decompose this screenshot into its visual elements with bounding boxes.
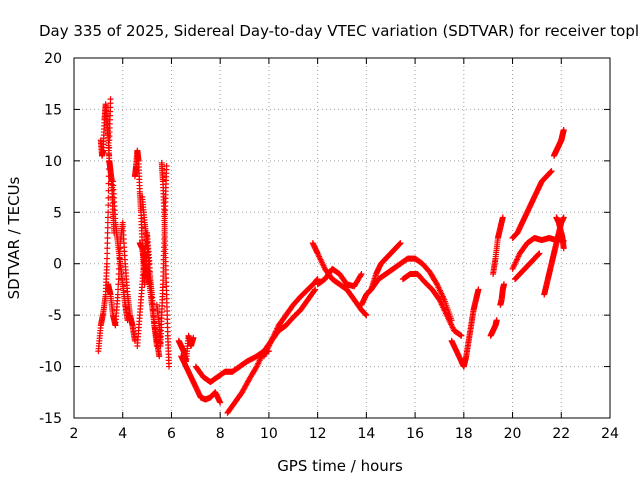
data-point [166,363,173,370]
series-track-r-14h [358,240,404,308]
data-point [156,353,163,360]
data-point [311,287,318,294]
data-point [104,250,111,257]
x-tick-label: 8 [216,426,225,442]
data-point [560,214,567,221]
data-point [107,96,114,103]
data-point [314,276,321,283]
data-point [104,219,111,226]
y-tick-label: -10 [39,360,62,376]
y-tick-label: 5 [53,205,62,221]
series-track-k-6.3h [175,332,197,365]
data-point [560,127,567,133]
x-tick-label: 18 [455,426,473,442]
chart-title: Day 335 of 2025, Sidereal Day-to-day VTE… [39,22,639,40]
data-points [95,96,567,416]
series-track-y-20.5h [509,168,555,241]
x-tick-label: 6 [167,426,176,442]
series-track-p-12h [309,240,370,319]
x-tick-label: 16 [406,426,424,442]
data-point [115,286,122,293]
series-track-x-19.6h [497,281,508,308]
data-point [104,224,111,231]
series-track-o-9.8h [261,276,321,360]
series-track-w-19.4h [490,214,506,277]
series-track-ac-21.8h [550,127,567,159]
data-point [501,281,508,288]
data-point [115,276,122,283]
data-point [104,235,111,241]
x-tick-label: 22 [552,426,570,442]
x-tick-label: 20 [504,426,522,442]
series-track-j-5.7h [158,159,173,370]
series-track-l-6.5h [178,353,224,406]
data-point [104,245,111,252]
data-point [190,334,197,341]
series-track-z-20.4h [511,250,543,283]
data-point [103,260,110,267]
data-point [104,214,111,221]
x-tick-label: 24 [601,426,619,442]
y-tick-label: 20 [44,51,62,67]
data-point [475,286,482,293]
y-tick-label: -15 [39,411,62,427]
axis-ticks [73,57,611,419]
data-point [560,245,567,252]
data-point [499,214,506,221]
data-point [104,229,111,236]
data-point [114,291,121,298]
data-point [358,271,365,277]
x-tick-label: 2 [70,426,79,442]
data-point [536,250,543,257]
y-tick-label: 10 [44,154,62,170]
data-point [493,317,500,324]
series-track-t-16h [399,271,465,339]
grid-layer [74,58,610,418]
data-point [105,194,112,201]
series-track-v-19.2h [487,317,500,339]
x-tick-label: 4 [118,426,127,442]
data-point [217,399,224,406]
data-point [124,317,131,324]
data-point [357,272,364,279]
data-point [397,240,404,247]
data-point [104,240,111,247]
plot-frame [73,57,611,419]
series-track-ab-21.5h [541,214,567,298]
data-point [312,286,319,293]
series-track-ad-22h [553,214,567,252]
data-point [548,168,555,175]
data-point [105,202,112,209]
x-tick-label: 10 [260,426,278,442]
series-track-q-12.5h [314,265,365,290]
series-track-u-17.7h [448,286,482,370]
series-track-d-3.6h [109,178,131,324]
data-point [104,255,111,262]
y-tick-label: 15 [44,102,62,118]
x-tick-label: 14 [357,426,375,442]
series-track-h-5.0h [136,240,163,360]
data-point [363,312,370,319]
x-axis-label: GPS time / hours [277,457,403,475]
data-point [163,163,170,169]
y-tick-label: 0 [53,257,62,273]
y-axis-label: SDTVAR / TECUs [5,176,23,299]
y-tick-label: -5 [48,308,62,324]
x-tick-label: 12 [309,426,327,442]
data-point [458,332,465,339]
data-point [105,180,112,187]
